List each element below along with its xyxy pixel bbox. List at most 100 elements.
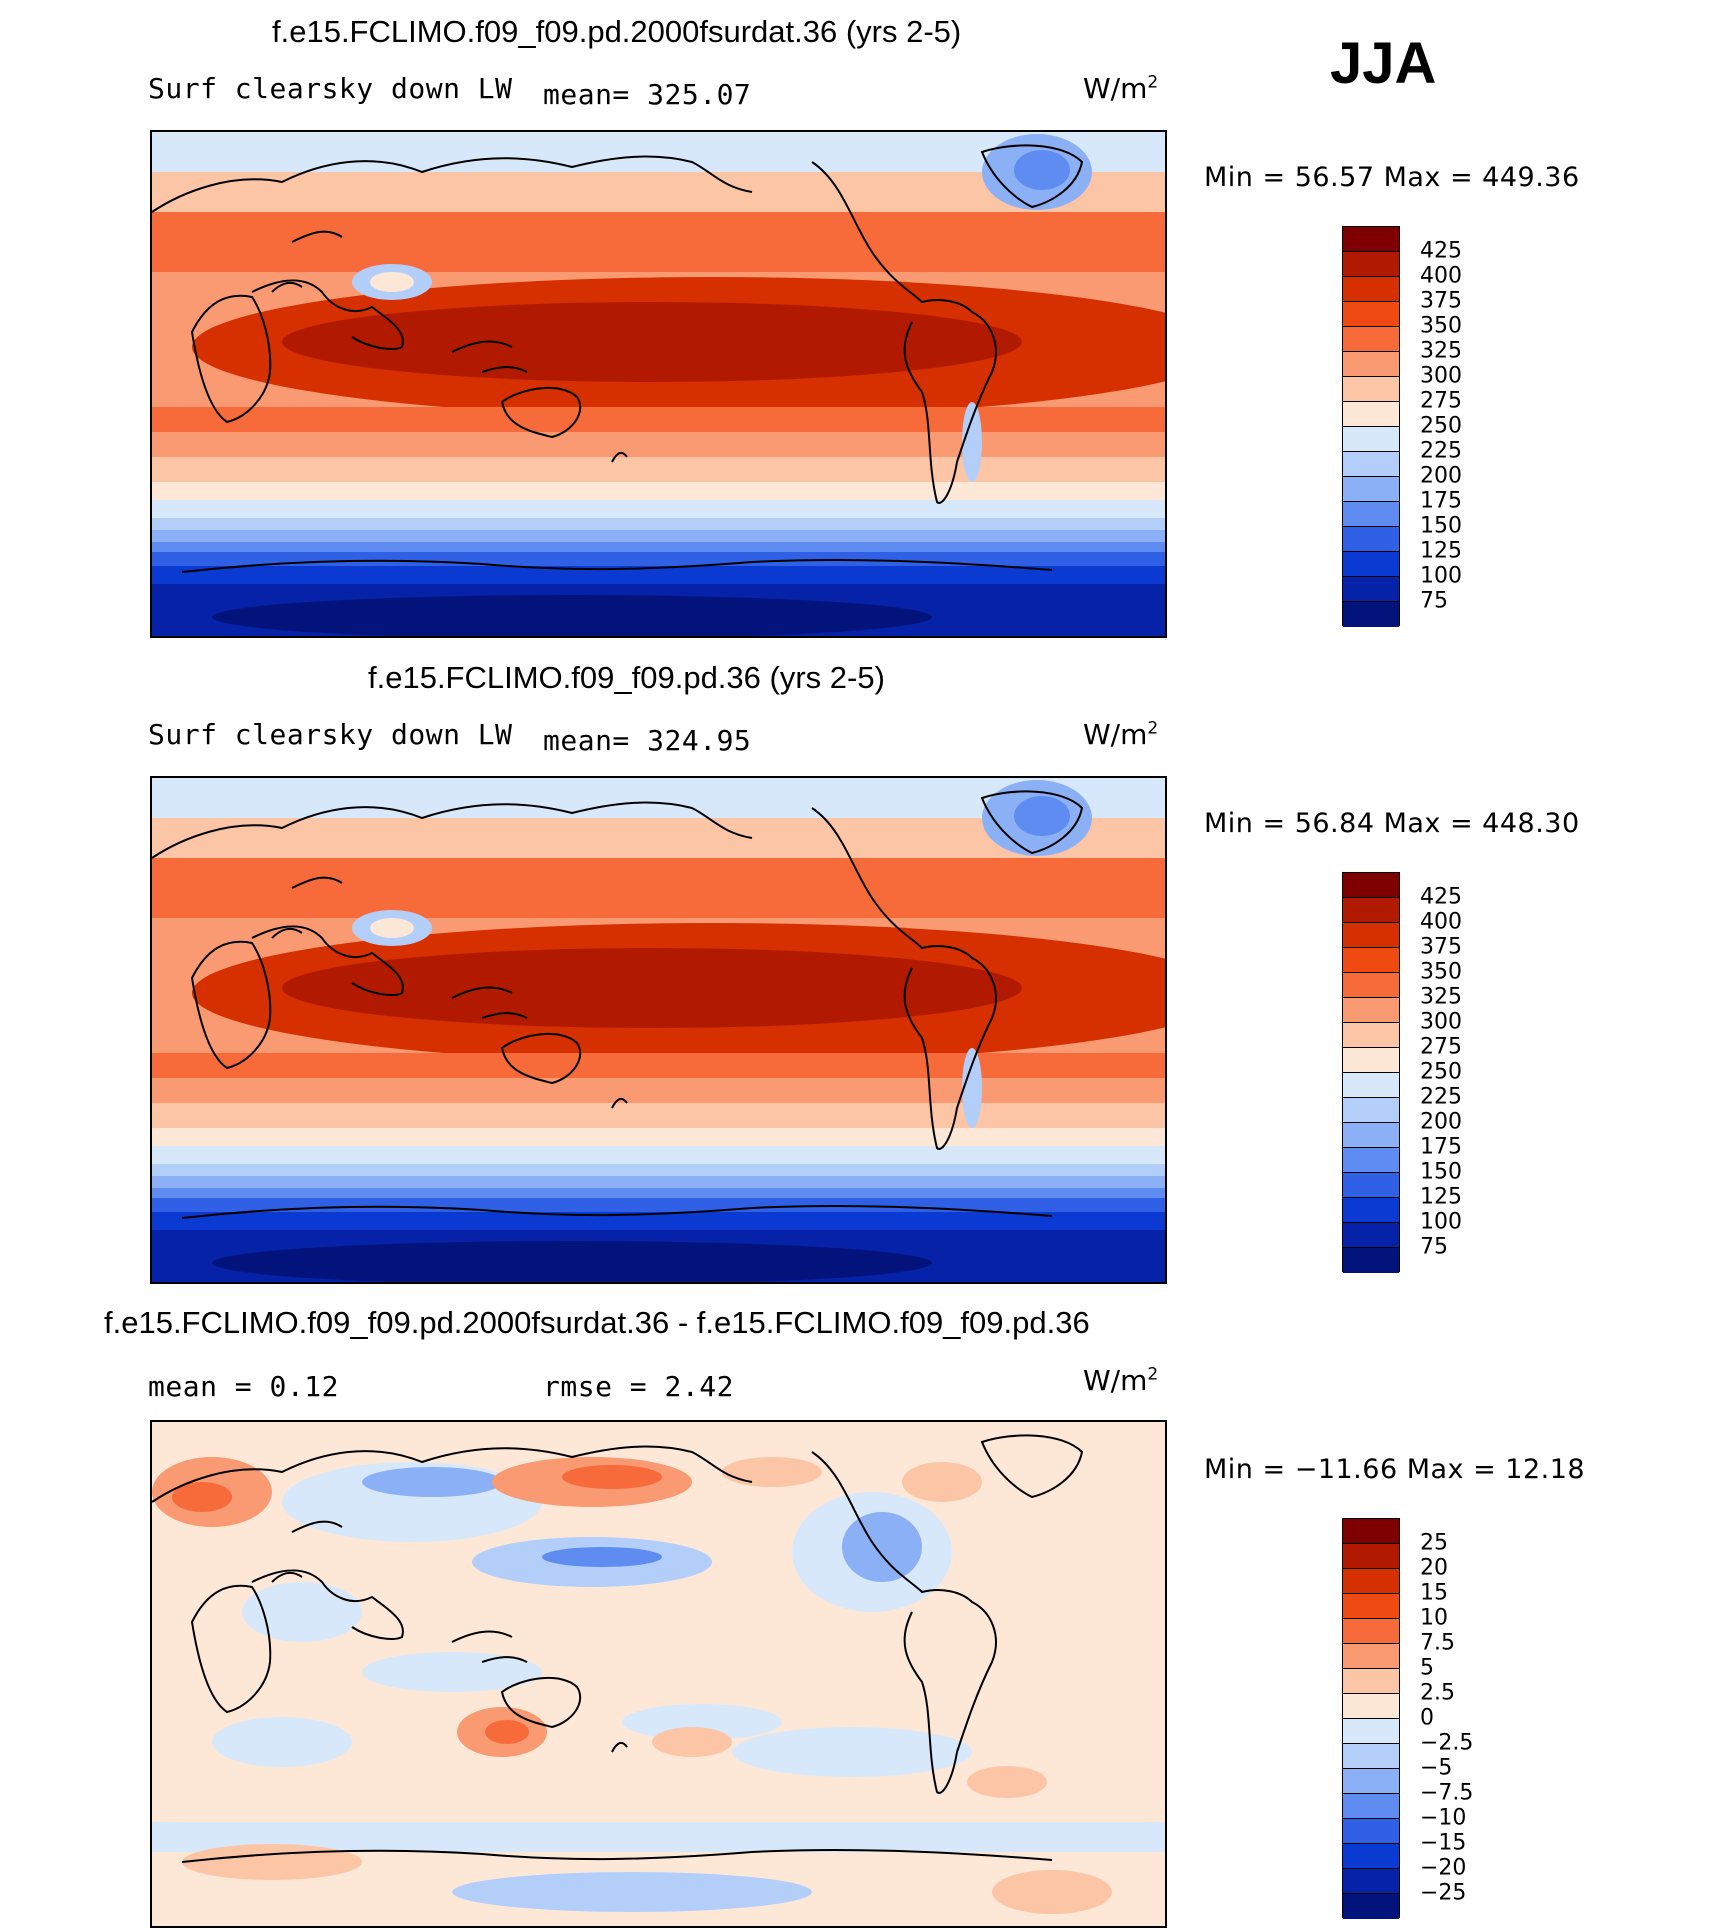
- colorbar-label: 0: [1420, 1705, 1434, 1731]
- panel3-colorbar-labels: 25 20 15 10 7.5 5 2.5 0 −2.5 −5 −7.5 −10 −15 −20 −25: [1420, 1518, 1500, 1918]
- colorbar-swatch: [1343, 1819, 1399, 1844]
- panel3-colorbar: [1342, 1518, 1400, 1919]
- colorbar-swatch: [1343, 527, 1399, 552]
- colorbar-label: 375: [1420, 934, 1462, 960]
- colorbar-label: 200: [1420, 463, 1462, 489]
- colorbar-label: 200: [1420, 1109, 1462, 1135]
- colorbar-swatch: [1343, 923, 1399, 948]
- colorbar-swatch: [1343, 1148, 1399, 1173]
- colorbar-label: 325: [1420, 984, 1462, 1010]
- colorbar-label: 75: [1420, 588, 1448, 614]
- colorbar-swatch: [1343, 1744, 1399, 1769]
- colorbar-label: 150: [1420, 513, 1462, 539]
- colorbar-swatch: [1343, 252, 1399, 277]
- colorbar-swatch: [1343, 402, 1399, 427]
- colorbar-swatch: [1343, 898, 1399, 923]
- colorbar-label: 125: [1420, 538, 1462, 564]
- panel1-title: f.e15.FCLIMO.f09_f09.pd.2000fsurdat.36 (…: [272, 14, 962, 49]
- panel1-units: W/m2: [1083, 72, 1159, 105]
- colorbar-swatch: [1343, 948, 1399, 973]
- colorbar-label: −20: [1420, 1855, 1467, 1881]
- colorbar-label: 350: [1420, 959, 1462, 985]
- colorbar-label: −15: [1420, 1830, 1467, 1856]
- colorbar-label: −2.5: [1420, 1730, 1474, 1756]
- colorbar-label: 375: [1420, 288, 1462, 314]
- colorbar-swatch: [1343, 452, 1399, 477]
- colorbar-label: 350: [1420, 313, 1462, 339]
- panel1-minmax: Min = 56.57 Max = 449.36: [1204, 162, 1580, 193]
- colorbar-swatch: [1343, 1644, 1399, 1669]
- season-label: JJA: [1330, 31, 1437, 96]
- colorbar-swatch: [1343, 602, 1399, 627]
- colorbar-label: 5: [1420, 1655, 1434, 1681]
- colorbar-label: 400: [1420, 909, 1462, 935]
- colorbar-label: 25: [1420, 1530, 1448, 1556]
- colorbar-label: 300: [1420, 1009, 1462, 1035]
- colorbar-label: 20: [1420, 1555, 1448, 1581]
- panel2-colorbar: [1342, 872, 1400, 1273]
- panel1-map: [150, 130, 1167, 638]
- colorbar-swatch: [1343, 502, 1399, 527]
- colorbar-swatch: [1343, 998, 1399, 1023]
- panel1-colorbar-labels: 425 400 375 350 325 300 275 250 225 200 175 150 125 1…: [1420, 226, 1500, 626]
- colorbar-label: 15: [1420, 1580, 1448, 1606]
- colorbar-swatch: [1343, 1173, 1399, 1198]
- colorbar-swatch: [1343, 1569, 1399, 1594]
- colorbar-label: 100: [1420, 1209, 1462, 1235]
- colorbar-label: −7.5: [1420, 1780, 1474, 1806]
- colorbar-swatch: [1343, 1869, 1399, 1894]
- colorbar-label: 10: [1420, 1605, 1448, 1631]
- colorbar-label: 175: [1420, 488, 1462, 514]
- panel3-map: [150, 1420, 1167, 1928]
- colorbar-label: 250: [1420, 1059, 1462, 1085]
- colorbar-label: −5: [1420, 1755, 1453, 1781]
- colorbar-label: 75: [1420, 1234, 1448, 1260]
- colorbar-swatch: [1343, 973, 1399, 998]
- colorbar-swatch: [1343, 352, 1399, 377]
- colorbar-label: 425: [1420, 238, 1462, 264]
- colorbar-label: 300: [1420, 363, 1462, 389]
- colorbar-swatch: [1343, 1223, 1399, 1248]
- colorbar-swatch: [1343, 1048, 1399, 1073]
- colorbar-swatch: [1343, 1198, 1399, 1223]
- colorbar-label: 150: [1420, 1159, 1462, 1185]
- colorbar-swatch: [1343, 577, 1399, 602]
- colorbar-label: 175: [1420, 1134, 1462, 1160]
- colorbar-swatch: [1343, 1719, 1399, 1744]
- colorbar-label: 250: [1420, 413, 1462, 439]
- colorbar-swatch: [1343, 377, 1399, 402]
- colorbar-label: 2.5: [1420, 1680, 1455, 1706]
- colorbar-swatch: [1343, 873, 1399, 898]
- colorbar-swatch: [1343, 1098, 1399, 1123]
- colorbar-label: −10: [1420, 1805, 1467, 1831]
- panel2-mean: mean= 324.95: [543, 724, 752, 757]
- colorbar-swatch: [1343, 227, 1399, 252]
- colorbar-swatch: [1343, 1844, 1399, 1869]
- colorbar-label: 400: [1420, 263, 1462, 289]
- colorbar-label: 100: [1420, 563, 1462, 589]
- colorbar-swatch: [1343, 1248, 1399, 1273]
- colorbar-label: 125: [1420, 1184, 1462, 1210]
- colorbar-swatch: [1343, 1794, 1399, 1819]
- panel3-minmax: Min = −11.66 Max = 12.18: [1204, 1454, 1586, 1485]
- panel3-rmse: rmse = 2.42: [543, 1370, 734, 1403]
- colorbar-swatch: [1343, 1894, 1399, 1919]
- colorbar-label: 225: [1420, 438, 1462, 464]
- panel2-minmax: Min = 56.84 Max = 448.30: [1204, 808, 1580, 839]
- panel1-variable: Surf clearsky down LW: [148, 72, 513, 105]
- panel2-units: W/m2: [1083, 718, 1159, 751]
- colorbar-swatch: [1343, 302, 1399, 327]
- panel1-colorbar: [1342, 226, 1400, 627]
- colorbar-label: 7.5: [1420, 1630, 1455, 1656]
- panel2-variable: Surf clearsky down LW: [148, 718, 513, 751]
- colorbar-swatch: [1343, 1023, 1399, 1048]
- colorbar-swatch: [1343, 1123, 1399, 1148]
- panel2-map: [150, 776, 1167, 1284]
- colorbar-swatch: [1343, 1073, 1399, 1098]
- colorbar-swatch: [1343, 1544, 1399, 1569]
- panel3-title: f.e15.FCLIMO.f09_f09.pd.2000fsurdat.36 -…: [104, 1305, 1090, 1340]
- colorbar-swatch: [1343, 1519, 1399, 1544]
- colorbar-swatch: [1343, 1594, 1399, 1619]
- colorbar-swatch: [1343, 552, 1399, 577]
- colorbar-swatch: [1343, 1769, 1399, 1794]
